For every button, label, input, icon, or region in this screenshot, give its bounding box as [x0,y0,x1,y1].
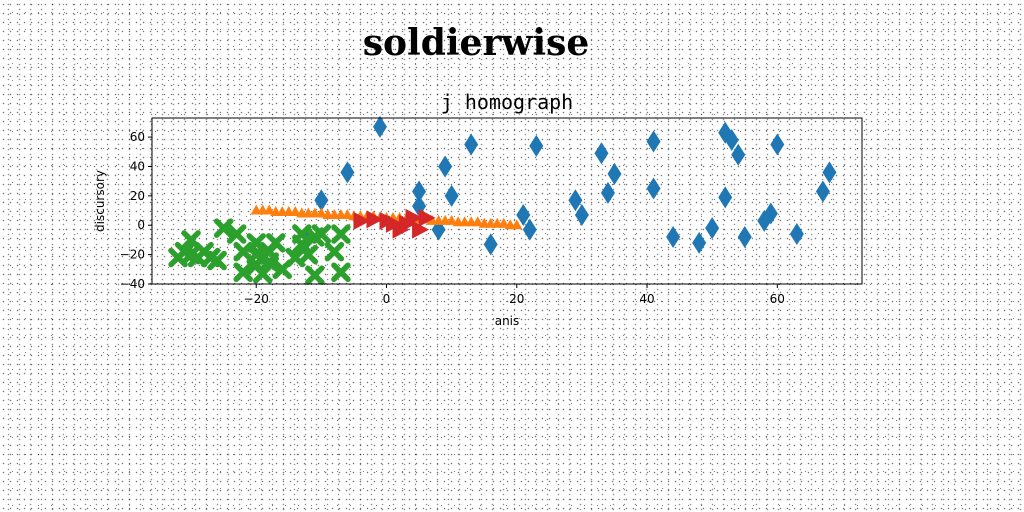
x-tick-label-3: 40 [639,292,654,306]
series-0-point-26 [724,129,739,152]
plot-area-frame [151,117,863,285]
series-0-point-11 [516,203,531,226]
series-2-point-24 [298,244,319,265]
x-tick-label-1: 0 [383,292,391,306]
series-2-point-11 [233,262,253,282]
series-0-point-4 [412,180,427,203]
series-1-point-34 [472,216,484,227]
x-tick-label-0: −20 [244,292,269,306]
series-0-point-14 [568,189,583,212]
y-axis-ticks: −40 −20 0 20 40 60 [120,130,152,291]
series-0-point-8 [444,184,459,207]
chart-title: j homograph [441,90,573,114]
series-2-point-15 [252,263,273,284]
series-2-point-25 [305,265,325,285]
series-0-point-15 [574,203,589,226]
series-1-point-2 [263,204,275,215]
series-0-point-9 [464,133,479,156]
series-0-point-12 [522,218,537,241]
x-tick-label-4: 60 [770,292,785,306]
series-0-point-10 [483,233,498,256]
series-3-point-0 [353,211,371,230]
x-tick-label-2: 20 [509,292,524,306]
series-0-point-16 [594,142,609,165]
y-tick-label-4: 40 [130,159,145,173]
x-axis-ticks: −20 0 20 40 60 [244,284,785,306]
series-3-point-7 [412,220,430,239]
markers-layer [168,115,837,285]
series-2-point-8 [213,218,234,238]
y-tick-label-5: 60 [130,130,145,144]
series-0-point-19 [646,130,661,153]
series-0-point-33 [815,180,830,203]
series-3-point-1 [366,210,384,229]
series-0-point-28 [737,225,752,248]
series-0-point-27 [731,143,746,166]
series-0-point-21 [666,225,681,248]
series-0-point-34 [822,161,837,184]
y-tick-label-1: −20 [120,248,145,262]
series-2-point-30 [331,262,351,282]
series-0-point-31 [770,133,785,156]
series-1-point-6 [289,206,301,217]
series-2-point-29 [331,224,351,244]
series-2-point-9 [226,224,247,244]
series-0-point-30 [763,202,778,225]
series-3-point-6 [405,208,423,227]
series-1-point-14 [341,208,353,219]
series-2-point-7 [207,250,227,271]
series-3-point-8 [418,208,436,227]
series-0-point-18 [607,162,622,185]
series-0-point-23 [705,217,720,240]
series-0-point-24 [718,186,733,209]
series-2-point-19 [266,233,286,253]
y-tick-label-2: 0 [137,218,145,232]
series-1-point-30 [446,214,458,225]
series-2-point-27 [311,224,332,244]
series-1-point-38 [498,217,510,228]
series-1-point-10 [315,207,327,218]
series-0-point-32 [789,223,804,246]
series-0-point-7 [438,155,453,178]
series-0-point-20 [646,177,661,200]
series-0-point-17 [600,181,615,204]
series-0-point-22 [692,231,707,254]
series-0-point-0 [372,115,387,138]
series-0-point-13 [529,134,544,157]
series-0-point-2 [314,189,329,212]
series-1-point-40 [511,219,523,230]
series-2-point-18 [259,252,279,272]
series-2-point-28 [324,241,345,262]
y-tick-label-0: −40 [120,277,145,291]
y-tick-label-3: 20 [130,189,145,203]
x-axis-label: anis [495,314,520,328]
series-0-point-1 [340,161,355,184]
figure-title: soldierwise [362,22,590,64]
y-axis-label: discursory [93,170,107,232]
